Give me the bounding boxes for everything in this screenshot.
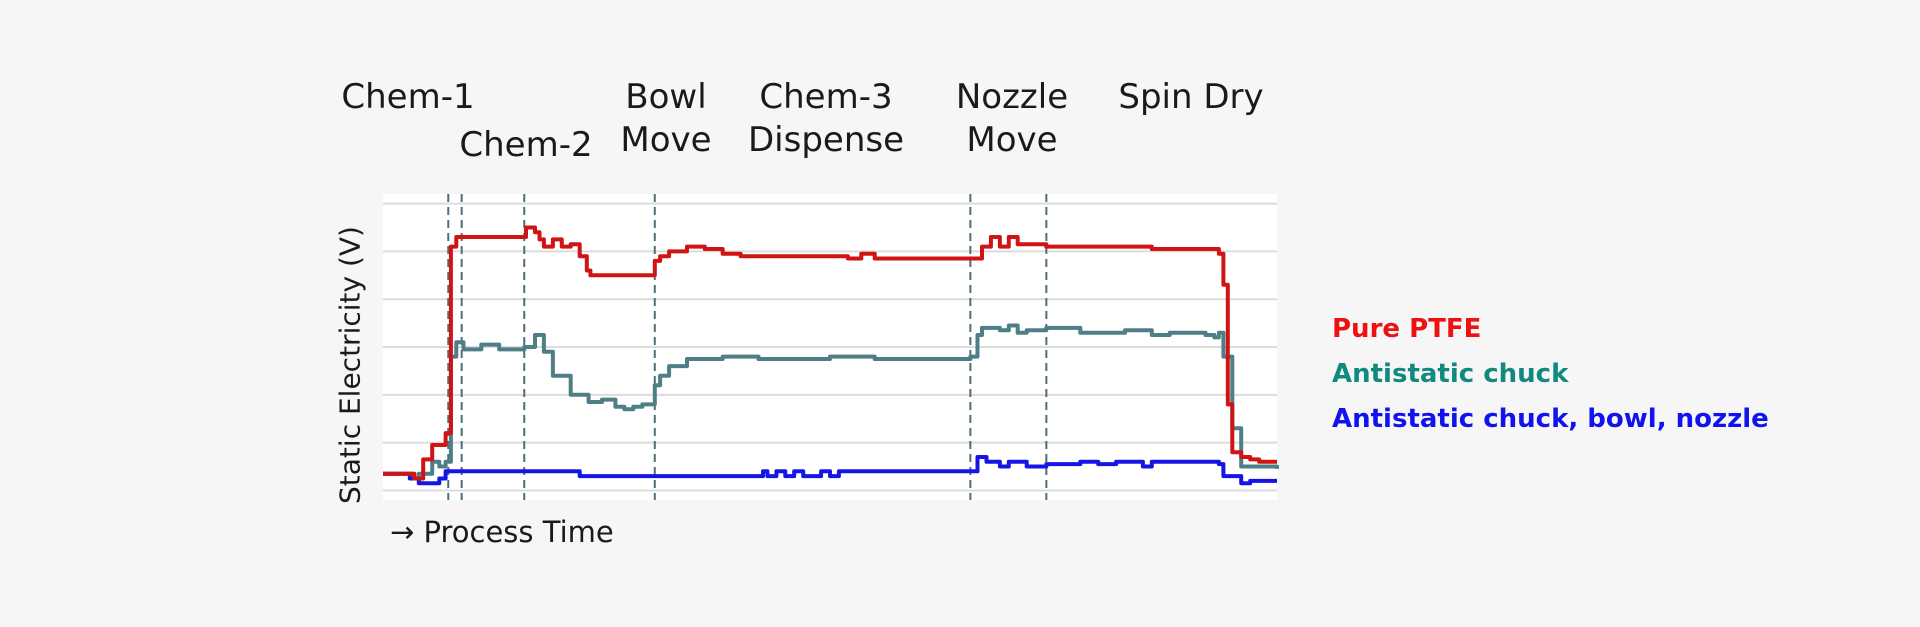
- x-axis-label: → Process Time: [390, 515, 614, 549]
- legend-entry-pure-ptfe: Pure PTFE: [1332, 314, 1482, 344]
- series-line-pure-ptfe: [383, 225, 1277, 481]
- phase-label-bowl-move: Bowl Move: [620, 77, 712, 160]
- legend: Pure PTFE Antistatic chuck Antistatic ch…: [1332, 312, 1769, 447]
- phase-label-nozzle-move: Nozzle Move: [955, 77, 1069, 160]
- series-line-antistatic-chuck-bowl-nozzle: [383, 455, 1277, 486]
- series-line-antistatic-chuck: [383, 323, 1279, 481]
- phase-label-chem-1: Chem-1: [341, 77, 475, 117]
- phase-label-chem-3-dispense: Chem-3 Dispense: [747, 77, 905, 160]
- legend-entry-antistatic-chuck: Antistatic chuck: [1332, 359, 1569, 389]
- legend-entry-antistatic-chuck-bowl-nozzle: Antistatic chuck, bowl, nozzle: [1332, 404, 1769, 434]
- phase-label-chem-2: Chem-2: [459, 125, 593, 165]
- phase-label-spin-dry: Spin Dry: [1118, 77, 1264, 117]
- y-axis-label: Static Electricity (V): [333, 226, 367, 504]
